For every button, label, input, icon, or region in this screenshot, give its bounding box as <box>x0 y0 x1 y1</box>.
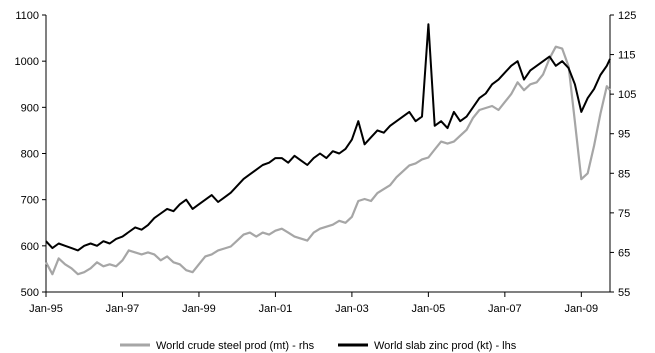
x-tick-label: Jan-95 <box>29 303 63 315</box>
x-tick-label: Jan-01 <box>259 303 293 315</box>
y-left-tick-label: 500 <box>21 287 39 299</box>
x-tick-label: Jan-05 <box>412 303 446 315</box>
legend-label-steel: World crude steel prod (mt) - rhs <box>156 340 315 352</box>
axes: 500 600 700 800 900 1000 1100 55 65 75 85 95 105 115 1… <box>15 10 637 315</box>
x-tick-label: Jan-03 <box>335 303 369 315</box>
y-right-tick-label: 95 <box>618 129 630 141</box>
y-right-tick-label: 105 <box>618 89 636 101</box>
y-left-tick-label: 900 <box>21 102 39 114</box>
x-tick-label: Jan-07 <box>488 303 522 315</box>
y-left-tick-label: 700 <box>21 195 39 207</box>
x-tick-label: Jan-09 <box>565 303 599 315</box>
series-lines <box>45 23 611 276</box>
x-tick-label: Jan-97 <box>106 303 140 315</box>
series-line-steel <box>45 45 611 276</box>
y-left-tick-label: 800 <box>21 149 39 161</box>
legend-label-zinc: World slab zinc prod (kt) - lhs <box>374 340 517 352</box>
y-left-tick-label: 600 <box>21 241 39 253</box>
y-left-tick-label: 1000 <box>15 56 39 68</box>
y-right-tick-label: 75 <box>618 208 630 220</box>
y-right-tick-label: 115 <box>618 50 636 62</box>
y-right-tick-label: 65 <box>618 247 630 259</box>
y-left-tick-label: 1100 <box>15 10 39 22</box>
y-right-tick-label: 85 <box>618 168 630 180</box>
y-right-tick-label: 55 <box>618 287 630 299</box>
y-right-tick-label: 125 <box>618 10 636 22</box>
series-line-zinc <box>45 23 611 252</box>
x-tick-label: Jan-99 <box>182 303 216 315</box>
legend: World crude steel prod (mt) - rhs World … <box>120 340 517 352</box>
